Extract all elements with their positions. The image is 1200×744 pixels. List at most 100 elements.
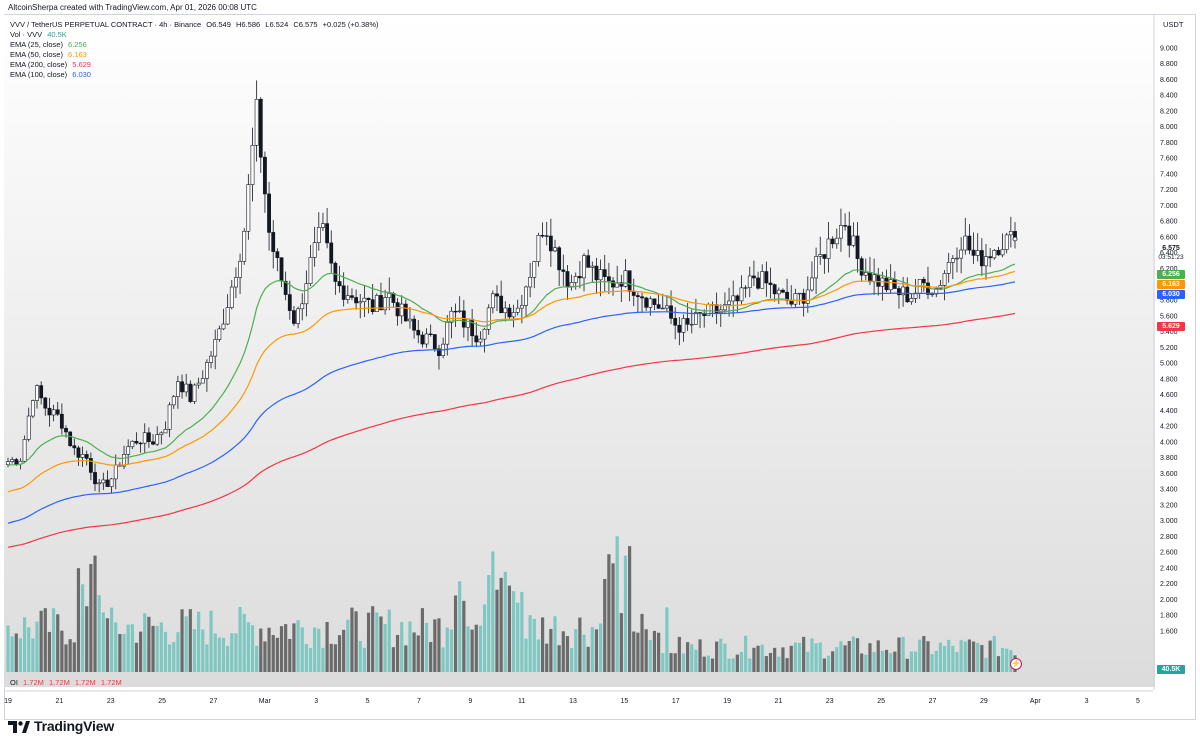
volume-bar xyxy=(690,644,694,672)
volume-bar xyxy=(926,641,930,672)
candle-body xyxy=(826,238,831,259)
candle-body xyxy=(122,454,126,467)
candle-body xyxy=(308,257,313,284)
volume-bar xyxy=(511,591,516,672)
volume-bar xyxy=(942,645,947,672)
volume-bar xyxy=(739,651,744,672)
volume-bar xyxy=(810,638,814,672)
candle-body xyxy=(582,255,586,279)
candle-body xyxy=(635,295,640,298)
volume-bar xyxy=(773,647,777,672)
volume-bar xyxy=(992,635,996,672)
legend-l-label: L xyxy=(265,20,270,29)
volume-bar xyxy=(395,634,400,672)
candle-body xyxy=(35,385,39,401)
volume-bar xyxy=(449,629,454,672)
candle-body xyxy=(660,307,665,310)
y-tick-label: 6.800 xyxy=(1160,219,1178,226)
volume-price-tag: 40.5K xyxy=(1157,665,1185,674)
candle-body xyxy=(159,432,164,436)
volume-bar xyxy=(39,610,43,672)
candle-body xyxy=(532,261,537,278)
legend-ema-label: EMA (200, close) xyxy=(10,60,68,69)
candle-body xyxy=(689,323,694,326)
candle-body xyxy=(391,293,396,303)
candle-body xyxy=(673,318,678,326)
x-tick-label: 3 xyxy=(1085,698,1089,705)
candle-body xyxy=(855,235,860,259)
volume-bar xyxy=(549,628,553,672)
volume-bar xyxy=(644,629,648,672)
y-tick-label: 7.800 xyxy=(1160,140,1178,147)
candle-body xyxy=(553,247,557,252)
volume-bar xyxy=(180,609,184,672)
volume-bar xyxy=(118,633,122,672)
x-tick-label: 5 xyxy=(1136,698,1140,705)
volume-bar xyxy=(441,647,445,672)
volume-bar xyxy=(6,625,10,672)
last-price-marker xyxy=(1012,236,1018,242)
volume-bar xyxy=(582,634,586,672)
candle-body xyxy=(379,295,383,311)
candle-body xyxy=(101,479,106,484)
volume-bar xyxy=(507,585,512,672)
volume-bar xyxy=(462,600,466,672)
volume-bar xyxy=(47,631,52,672)
ema200-price-tag: 5.629 xyxy=(1157,322,1185,331)
candle-body xyxy=(304,283,309,305)
volume-bar xyxy=(557,645,561,672)
y-tick-label: 7.000 xyxy=(1160,203,1178,210)
legend-ema-value: 6.030 xyxy=(72,70,91,79)
volume-bar xyxy=(889,653,893,672)
volume-bar xyxy=(358,640,362,672)
candle-body xyxy=(685,318,690,325)
candle-body xyxy=(577,276,582,279)
volume-bar xyxy=(354,611,358,672)
volume-bar xyxy=(831,651,835,672)
x-tick-label: 29 xyxy=(980,698,988,705)
candle-body xyxy=(503,307,508,314)
legend-volume-label: Vol · VVV xyxy=(10,30,43,39)
candle-body xyxy=(432,334,437,350)
volume-bar xyxy=(735,654,739,672)
candle-body xyxy=(507,307,512,318)
candle-body xyxy=(428,333,433,336)
candle-body xyxy=(109,478,114,487)
candle-body xyxy=(905,286,910,303)
x-tick-label: Apr xyxy=(1030,698,1042,705)
candle-body xyxy=(26,415,31,440)
volume-bar xyxy=(648,640,652,672)
y-tick-label: 4.200 xyxy=(1160,424,1178,431)
volume-bar xyxy=(918,639,922,672)
candle-body xyxy=(43,397,48,409)
volume-bar xyxy=(429,641,433,672)
candle-body xyxy=(548,235,553,252)
volume-bar xyxy=(151,625,155,672)
lightning-icon[interactable]: ⚡ xyxy=(1010,658,1022,670)
volume-bar xyxy=(159,622,163,672)
volume-bar xyxy=(267,627,271,672)
candle-body xyxy=(499,295,504,314)
candle-body xyxy=(72,445,77,449)
y-tick-label: 2.200 xyxy=(1160,581,1178,588)
volume-bar xyxy=(147,616,151,672)
candle-body xyxy=(300,303,305,310)
candle-body xyxy=(735,295,740,302)
volume-bar xyxy=(68,639,72,672)
volume-bar xyxy=(85,606,89,672)
candle-body xyxy=(839,225,843,239)
candle-body xyxy=(822,254,827,259)
candle-body xyxy=(876,274,881,287)
candle-body xyxy=(884,277,889,291)
volume-bar xyxy=(263,641,267,672)
candle-body xyxy=(764,271,769,284)
candle-body xyxy=(1004,234,1009,250)
candle-body xyxy=(789,300,794,305)
candle-body xyxy=(395,302,400,317)
candle-body xyxy=(942,273,947,286)
volume-bar xyxy=(234,633,238,672)
volume-bar xyxy=(184,616,188,672)
candle-body xyxy=(242,230,247,262)
candle-body xyxy=(213,339,218,357)
